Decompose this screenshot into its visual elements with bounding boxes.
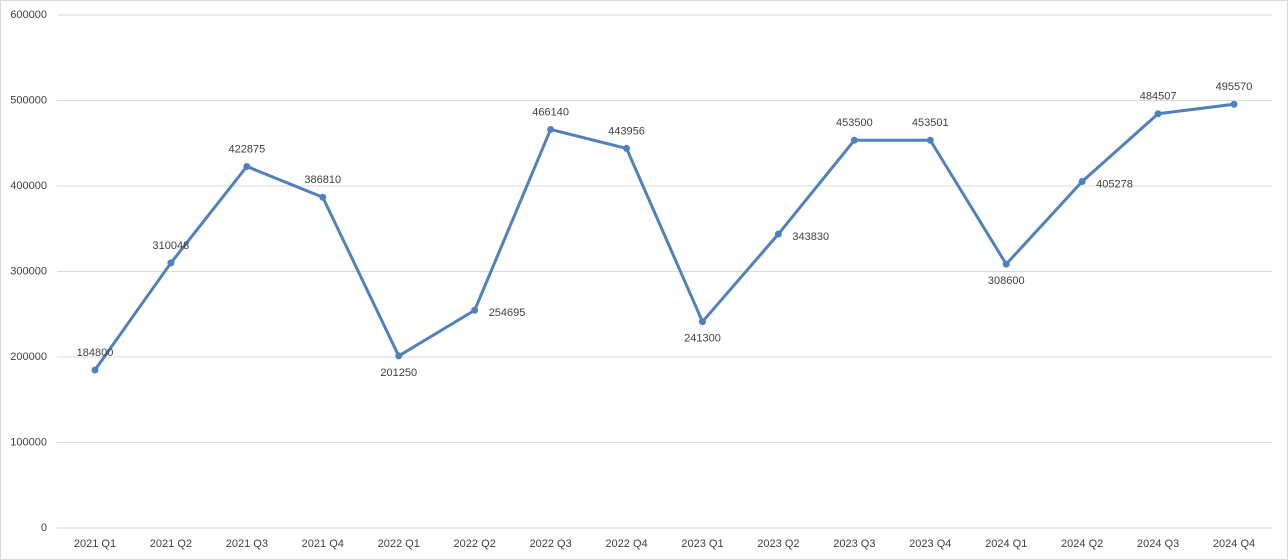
x-tick-label: 2024 Q2 xyxy=(1061,538,1103,550)
x-tick-label: 2024 Q4 xyxy=(1213,538,1255,550)
data-point xyxy=(774,230,782,238)
data-point xyxy=(243,162,251,170)
data-point xyxy=(1230,100,1238,108)
x-tick-label: 2023 Q3 xyxy=(833,538,875,550)
data-point xyxy=(1078,177,1086,185)
data-label: 443956 xyxy=(608,125,645,137)
x-tick-label: 2021 Q1 xyxy=(74,538,116,550)
x-tick-label: 2022 Q1 xyxy=(378,538,420,550)
data-label: 241300 xyxy=(684,333,721,345)
data-point xyxy=(167,259,175,267)
x-tick-label: 2022 Q3 xyxy=(529,538,571,550)
y-tick-label: 400000 xyxy=(10,180,47,192)
data-label: 184800 xyxy=(77,347,114,359)
data-point xyxy=(850,136,858,144)
x-tick-label: 2021 Q3 xyxy=(226,538,268,550)
data-label: 343830 xyxy=(792,231,829,243)
x-tick-label: 2022 Q2 xyxy=(454,538,496,550)
data-label: 453501 xyxy=(912,117,949,129)
data-label: 422875 xyxy=(228,143,265,155)
data-label: 466140 xyxy=(532,106,569,118)
data-label: 484507 xyxy=(1140,91,1177,103)
y-tick-label: 500000 xyxy=(10,94,47,106)
data-point xyxy=(395,352,403,360)
x-tick-label: 2021 Q2 xyxy=(150,538,192,550)
y-tick-label: 200000 xyxy=(10,351,47,363)
data-label: 495570 xyxy=(1216,81,1253,93)
data-point xyxy=(471,306,479,314)
y-tick-label: 0 xyxy=(41,522,47,534)
x-tick-label: 2023 Q2 xyxy=(757,538,799,550)
data-point xyxy=(1002,260,1010,268)
data-label: 405278 xyxy=(1096,178,1133,190)
data-label: 453500 xyxy=(836,117,873,129)
x-tick-label: 2023 Q4 xyxy=(909,538,951,550)
x-tick-label: 2022 Q4 xyxy=(605,538,647,550)
data-point xyxy=(926,136,934,144)
y-tick-label: 300000 xyxy=(10,265,47,277)
data-point xyxy=(623,144,631,152)
data-point xyxy=(698,318,706,326)
data-label: 254695 xyxy=(489,307,526,319)
x-tick-label: 2024 Q3 xyxy=(1137,538,1179,550)
data-label: 310048 xyxy=(153,240,190,252)
data-point xyxy=(547,125,555,133)
data-label: 201250 xyxy=(380,367,417,379)
y-tick-label: 600000 xyxy=(10,9,47,21)
data-point xyxy=(91,366,99,374)
data-point xyxy=(319,193,327,201)
x-tick-label: 2024 Q1 xyxy=(985,538,1027,550)
x-tick-label: 2023 Q1 xyxy=(681,538,723,550)
y-tick-label: 100000 xyxy=(10,436,47,448)
line-series xyxy=(93,102,1235,371)
data-label: 308600 xyxy=(988,275,1025,287)
x-tick-label: 2021 Q4 xyxy=(302,538,344,550)
data-point xyxy=(1154,110,1162,118)
data-label: 386810 xyxy=(304,174,341,186)
